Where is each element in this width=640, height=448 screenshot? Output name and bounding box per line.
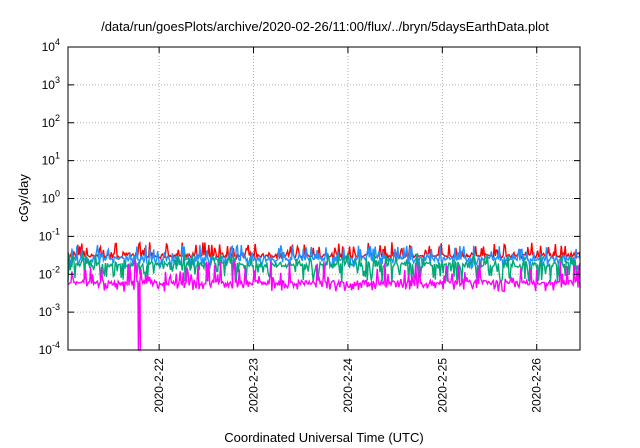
x-tick-label: 2020-2-25 — [435, 358, 449, 413]
y-tick-label: 10-2 — [39, 264, 60, 281]
y-tick-exponent: 3 — [55, 75, 60, 85]
y-tick-label: 10-3 — [39, 302, 60, 319]
x-tick-label: 2020-2-24 — [341, 358, 355, 413]
y-tick-exponent: -3 — [52, 302, 60, 312]
x-axis-label: Coordinated Universal Time (UTC) — [224, 430, 423, 445]
series-line — [67, 259, 581, 351]
y-tick-exponent: 0 — [55, 189, 60, 199]
y-axis-label: cGy/day — [16, 174, 31, 222]
y-tick-exponent: 4 — [55, 37, 60, 47]
y-tick-exponent: 2 — [55, 113, 60, 123]
y-tick-label: 104 — [42, 37, 60, 54]
y-tick-exponent: -4 — [52, 340, 60, 350]
y-tick-exponent: -2 — [52, 264, 60, 274]
series-line — [67, 252, 581, 283]
x-tick-label: 2020-2-26 — [530, 358, 544, 413]
y-tick-label: 103 — [42, 75, 60, 92]
y-tick-exponent: 1 — [55, 151, 60, 161]
y-tick-label: 10-4 — [39, 340, 60, 357]
x-tick-label: 2020-2-22 — [152, 358, 166, 413]
x-tick-label: 2020-2-23 — [247, 358, 261, 413]
grid — [68, 47, 580, 350]
series-group — [67, 241, 581, 351]
x-tick-labels: 2020-2-22 2020-2-23 2020-2-24 2020-2-25 2020… — [152, 358, 544, 413]
y-tick-exponent: -1 — [52, 226, 60, 236]
y-tick-label: 10-1 — [39, 226, 60, 243]
series-line — [67, 244, 581, 271]
y-tick-label: 100 — [42, 189, 60, 206]
tick-marks — [68, 46, 580, 351]
y-tick-label: 102 — [42, 113, 60, 130]
y-tick-label: 101 — [42, 151, 60, 168]
chart-title: /data/run/goesPlots/archive/2020-02-26/1… — [101, 19, 549, 34]
